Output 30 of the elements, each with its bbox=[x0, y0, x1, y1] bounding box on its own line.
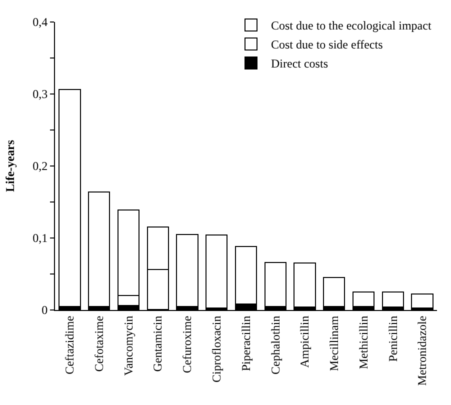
bar bbox=[352, 292, 375, 307]
x-tick-label: Ampicillin bbox=[298, 316, 312, 368]
bar bbox=[264, 262, 286, 307]
x-tick-label: Penicillin bbox=[386, 316, 400, 362]
x-tick-label: Cefotaxime bbox=[92, 316, 106, 372]
y-tick-label: 0,1 bbox=[32, 231, 48, 246]
bar bbox=[294, 262, 316, 308]
x-tick-label: Vancomycin bbox=[121, 316, 136, 376]
bar bbox=[176, 234, 198, 307]
bar bbox=[382, 292, 404, 308]
x-tick-label: Metronidazole bbox=[415, 316, 430, 386]
y-tick-label: 0,2 bbox=[32, 159, 48, 174]
legend-label: Direct costs bbox=[271, 56, 328, 71]
legend-label: Cost due to side effects bbox=[271, 38, 384, 52]
bar bbox=[88, 191, 110, 307]
x-tick-label: Ceftazidime bbox=[62, 316, 77, 374]
x-tick-label: Cefuroxime bbox=[180, 316, 194, 374]
bar bbox=[58, 89, 81, 307]
x-tick-label: Cephalothin bbox=[268, 316, 282, 374]
y-axis-title: Life-years bbox=[2, 140, 17, 192]
x-tick-label: Mecillinam bbox=[327, 315, 342, 372]
legend-label: Cost due to the ecological impact bbox=[271, 18, 432, 33]
x-tick-label: Ciprofloxacin bbox=[210, 316, 224, 382]
x-tick-label: Piperacillin bbox=[238, 316, 253, 372]
bar bbox=[323, 277, 346, 307]
y-tick-label: 0,3 bbox=[32, 87, 48, 102]
y-tick-label: 0,4 bbox=[32, 15, 48, 30]
x-tick-label: Gentamicin bbox=[150, 316, 165, 372]
x-tick-label: Methicillin bbox=[356, 316, 370, 370]
y-tick-label: 0 bbox=[42, 303, 48, 318]
